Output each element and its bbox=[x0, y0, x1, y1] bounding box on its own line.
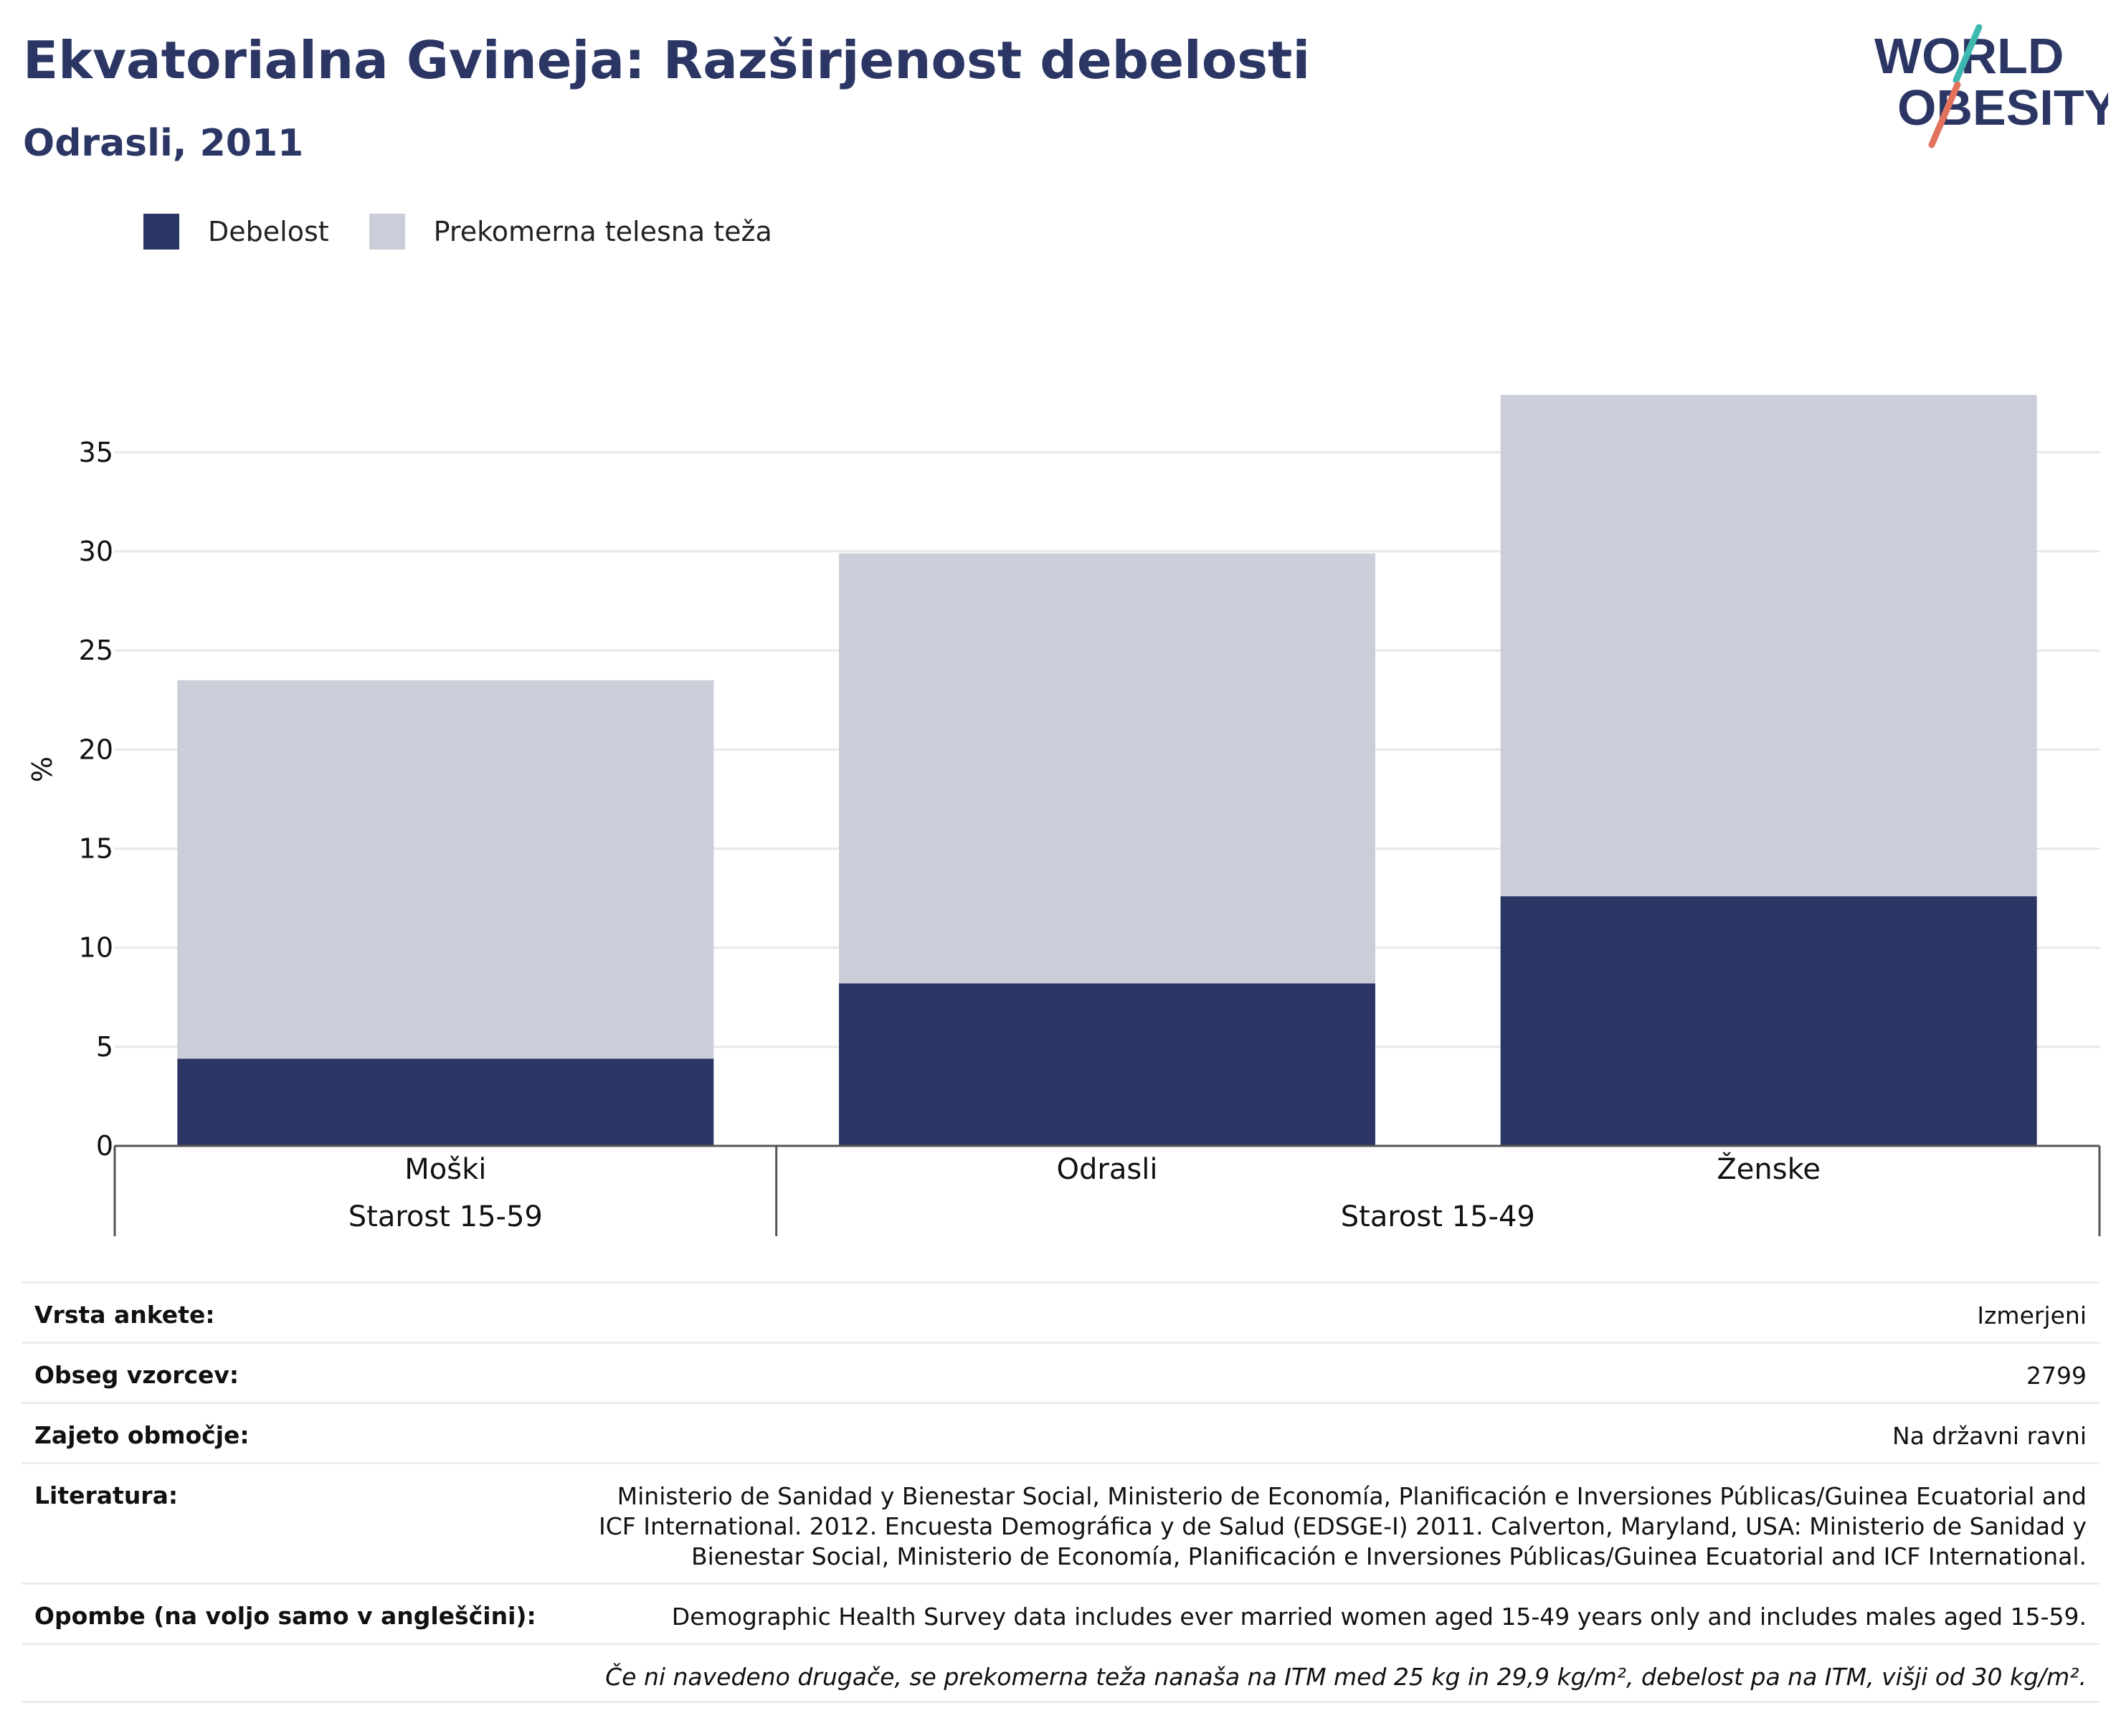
y-tick-label: 30 bbox=[79, 536, 113, 567]
world-obesity-logo: WORLD OBESITY bbox=[1874, 24, 2108, 148]
info-row-coverage: Zajeto območje: Na državni ravni bbox=[22, 1402, 2099, 1462]
info-value: Ministerio de Sanidad y Bienestar Social… bbox=[598, 1482, 2087, 1570]
info-label: Literatura: bbox=[34, 1481, 179, 1509]
x-category-label: Odrasli bbox=[1057, 1153, 1158, 1186]
y-tick-label: 10 bbox=[79, 932, 113, 964]
y-tick-label: 20 bbox=[79, 734, 113, 765]
info-row-notes: Opombe (na voljo samo v angleščini): Dem… bbox=[22, 1583, 2099, 1643]
legend-label-overweight: Prekomerna telesna teža bbox=[433, 216, 772, 247]
info-value: Demographic Health Survey data includes … bbox=[671, 1603, 2087, 1631]
y-tick-label: 35 bbox=[79, 437, 113, 468]
legend-item-obesity[interactable]: Debelost bbox=[143, 214, 329, 250]
bar-obesity bbox=[1500, 896, 2037, 1146]
info-row-footnote: Če ni navedeno drugače, se prekomerna te… bbox=[22, 1643, 2099, 1703]
info-value: Izmerjeni bbox=[1977, 1301, 2087, 1329]
info-label: Zajeto območje: bbox=[34, 1421, 250, 1449]
logo-word-obesity: OBESITY bbox=[1897, 80, 2108, 136]
info-label: Vrsta ankete: bbox=[34, 1301, 215, 1329]
info-value: Na državni ravni bbox=[1892, 1422, 2087, 1450]
info-label: Opombe (na voljo samo v angleščini): bbox=[34, 1602, 536, 1630]
legend-swatch-overweight bbox=[369, 214, 405, 250]
chart-legend: Debelost Prekomerna telesna teža bbox=[143, 214, 812, 250]
bar-overweight bbox=[839, 553, 1375, 984]
x-group-label: Starost 15-59 bbox=[348, 1200, 543, 1233]
y-tick-label: 0 bbox=[96, 1130, 113, 1162]
info-row-references: Literatura: Ministerio de Sanidad y Bien… bbox=[22, 1462, 2099, 1583]
bar-obesity bbox=[839, 983, 1375, 1146]
legend-swatch-obesity bbox=[143, 214, 179, 250]
legend-item-overweight[interactable]: Prekomerna telesna teža bbox=[369, 214, 772, 250]
x-category-label: Moški bbox=[404, 1153, 486, 1186]
info-row-sample-size: Obseg vzorcev: 2799 bbox=[22, 1342, 2099, 1402]
x-category-label: Ženske bbox=[1717, 1152, 1821, 1186]
footnote-text: Če ni navedeno drugače, se prekomerna te… bbox=[605, 1663, 2087, 1691]
y-tick-label: 5 bbox=[96, 1031, 113, 1063]
y-tick-label: 15 bbox=[79, 833, 113, 865]
chart-subtitle: Odrasli, 2011 bbox=[23, 122, 304, 165]
info-label: Obseg vzorcev: bbox=[34, 1361, 239, 1389]
logo-slash-teal bbox=[1952, 24, 1983, 84]
info-value: 2799 bbox=[2026, 1362, 2087, 1390]
x-group-label: Starost 15-49 bbox=[1341, 1200, 1535, 1233]
survey-info-table: Vrsta ankete: Izmerjeni Obseg vzorcev: 2… bbox=[22, 1281, 2099, 1703]
logo-slash-coral bbox=[1928, 81, 1961, 148]
info-row-survey-type: Vrsta ankete: Izmerjeni bbox=[22, 1281, 2099, 1342]
bar-overweight bbox=[177, 680, 714, 1059]
chart-title: Ekvatorialna Gvineja: Razširjenost debel… bbox=[23, 30, 1311, 90]
legend-label-obesity: Debelost bbox=[208, 216, 329, 247]
y-axis-label: % bbox=[27, 756, 58, 782]
y-tick-label: 25 bbox=[79, 635, 113, 666]
bar-obesity bbox=[177, 1058, 714, 1146]
stacked-bar-chart: 0 5 10 15 20 25 30 35% Moški Odrasli Ženske Starost… bbox=[27, 394, 2101, 1236]
bar-overweight bbox=[1500, 394, 2037, 896]
